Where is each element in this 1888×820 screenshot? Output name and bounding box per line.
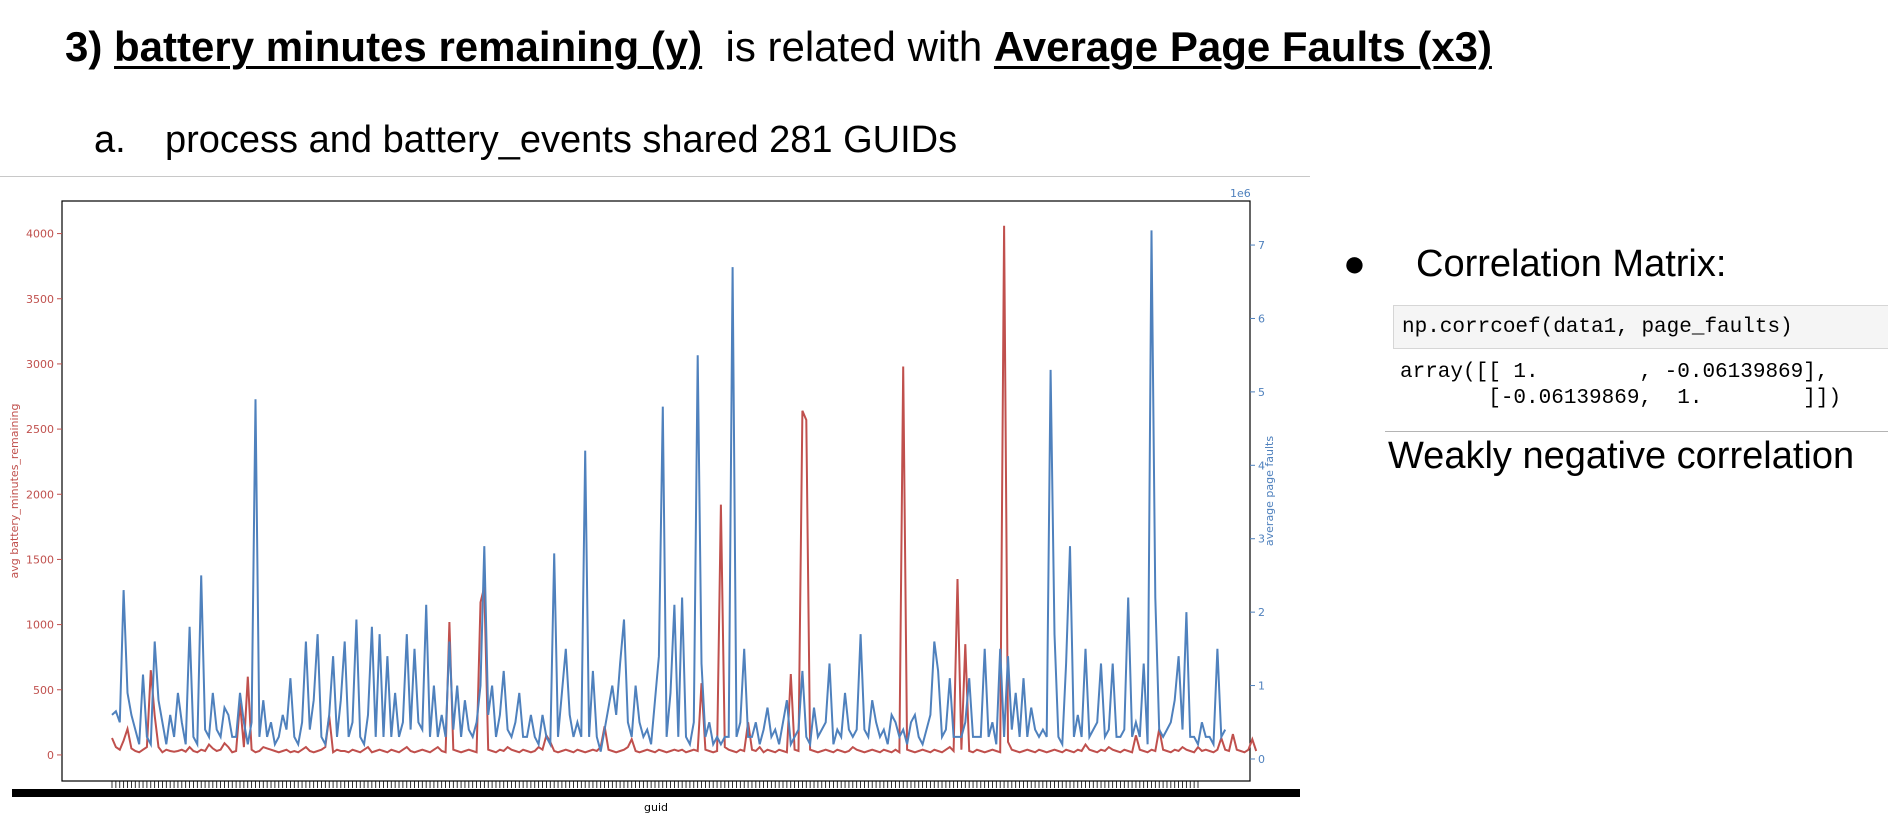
left-axis-ticks: 0 500 1000 1500 2000 2500 3000 3500 4000: [26, 228, 62, 762]
left-tick-label: 500: [33, 684, 54, 697]
left-tick-label: 1000: [26, 619, 54, 632]
right-axis-scale-label: 1e6: [1230, 187, 1251, 200]
page-faults-line: [111, 230, 1227, 752]
heading-term-x3: Average Page Faults (x3): [993, 23, 1492, 70]
left-tick-label: 0: [47, 749, 54, 762]
right-axis-ticks: 0 1 2 3 4 5 6 7: [1250, 239, 1265, 766]
right-tick-label: 6: [1258, 312, 1265, 325]
x-tick-marks: [12, 781, 1300, 797]
right-axis-label: average page faults: [1263, 436, 1276, 546]
conclusion-text: Weakly negative correlation: [1388, 435, 1855, 477]
bullet-label: Correlation Matrix:: [1416, 243, 1727, 285]
slide-heading: 3) battery minutes remaining (y) is rela…: [65, 22, 1492, 72]
right-tick-label: 3: [1258, 533, 1265, 546]
output-divider: [1385, 431, 1888, 432]
code-output: array([[ 1. , -0.06139869], [-0.06139869…: [1400, 361, 1842, 410]
divider-line: [0, 176, 1310, 177]
heading-connector: is related with: [725, 23, 983, 70]
left-axis-label: avg battery_minutes_remaining: [8, 404, 21, 579]
battery-minutes-line: [111, 225, 1258, 755]
right-tick-label: 7: [1258, 239, 1265, 252]
correlation-bullet: ● Correlation Matrix:: [1343, 242, 1726, 288]
right-tick-label: 1: [1258, 680, 1265, 693]
heading-term-y: battery minutes remaining (y): [114, 23, 703, 70]
x-tick-label-band: [12, 789, 1300, 797]
right-tick-label: 4: [1258, 459, 1265, 472]
right-tick-label: 2: [1258, 606, 1265, 619]
dual-axis-line-chart: 0 500 1000 1500 2000 2500 3000 3500 4000 0 1 2 3 4 5 6…: [8, 187, 1300, 814]
sub-point: a. process and battery_events shared 281 …: [94, 118, 957, 164]
left-tick-label: 3500: [26, 293, 54, 306]
heading-number: 3): [65, 23, 103, 70]
bullet-dot: ●: [1343, 243, 1366, 285]
left-tick-label: 1500: [26, 553, 54, 566]
right-tick-label: 5: [1258, 386, 1265, 399]
code-input-cell: np.corrcoef(data1, page_faults): [1393, 305, 1888, 349]
left-tick-label: 4000: [26, 228, 54, 241]
right-tick-label: 0: [1258, 753, 1265, 766]
sub-point-text: process and battery_events shared 281 GU…: [165, 119, 958, 161]
left-tick-label: 3000: [26, 358, 54, 371]
left-tick-label: 2500: [26, 423, 54, 436]
plot-frame: [61, 200, 1251, 782]
left-tick-label: 2000: [26, 488, 54, 501]
sub-point-marker: a.: [94, 119, 126, 161]
x-axis-label: guid: [644, 801, 668, 814]
